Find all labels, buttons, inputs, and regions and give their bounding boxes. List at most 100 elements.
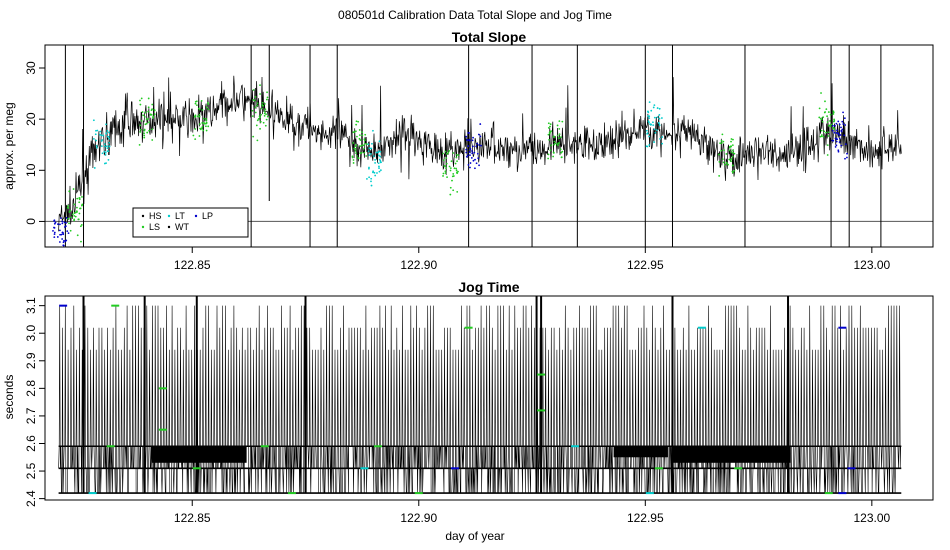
slope-point — [467, 131, 470, 134]
slope-point — [103, 143, 106, 146]
slope-point — [145, 118, 148, 121]
slope-point — [478, 164, 480, 167]
slope-point — [557, 137, 560, 140]
slope-point — [830, 123, 833, 126]
slope-point — [99, 130, 102, 133]
slope-point — [251, 109, 254, 112]
slope-point — [74, 215, 77, 218]
slope-point — [655, 129, 658, 131]
slope-point — [730, 160, 732, 163]
slope-point — [653, 116, 656, 119]
slope-point — [547, 126, 550, 129]
slope-point — [372, 129, 374, 132]
slope-point — [449, 169, 452, 172]
slope-point — [108, 137, 111, 140]
slope-point — [718, 153, 720, 156]
slope-point — [442, 152, 444, 155]
slope-point — [646, 145, 649, 148]
jog-time-title: Jog Time — [458, 279, 519, 295]
slope-point — [151, 103, 154, 106]
slope-point — [465, 135, 468, 138]
slope-point — [732, 138, 734, 141]
slope-point — [456, 153, 458, 156]
slope-point — [259, 84, 261, 87]
slope-point — [205, 117, 207, 120]
slope-point — [652, 106, 655, 109]
slope-point — [552, 152, 555, 154]
slope-point — [560, 156, 563, 159]
slope-point — [658, 124, 661, 127]
slope-point — [840, 144, 843, 147]
slope-point — [451, 179, 453, 182]
slope-point — [207, 103, 210, 106]
slope-point — [648, 144, 651, 146]
slope-point — [194, 128, 197, 130]
legend-label: LS — [149, 222, 160, 232]
slope-point — [80, 224, 83, 226]
slope-point — [470, 157, 473, 159]
slope-point — [838, 141, 841, 144]
slope-point — [103, 150, 106, 153]
slope-point — [106, 147, 109, 150]
legend-box — [132, 207, 249, 238]
slope-point — [352, 131, 355, 134]
slope-point — [79, 225, 82, 228]
slope-point — [205, 125, 207, 128]
slope-point — [723, 149, 725, 152]
slope-point — [361, 134, 364, 137]
slope-point — [450, 160, 453, 163]
slope-point — [378, 154, 380, 157]
slope-point — [480, 144, 482, 147]
slope-point — [195, 104, 198, 106]
slope-point — [374, 162, 376, 164]
slope-point — [556, 143, 559, 146]
slope-point — [721, 133, 724, 136]
slope-point — [379, 169, 382, 172]
slope-point — [367, 143, 370, 146]
slope-point — [207, 125, 210, 128]
slope-point — [356, 135, 358, 138]
slope-point — [719, 142, 722, 145]
slope-point — [365, 155, 368, 157]
slope-point — [76, 206, 78, 209]
legend-label: HS — [149, 211, 162, 221]
slope-point — [838, 134, 841, 136]
slope-point — [151, 128, 154, 131]
slope-point — [835, 122, 838, 125]
slope-xtick-label: 122.85 — [174, 258, 211, 272]
slope-point — [72, 188, 75, 190]
jog-dense-block — [613, 446, 668, 458]
slope-point — [79, 207, 81, 210]
total-slope-line — [58, 75, 902, 232]
slope-point — [68, 222, 70, 225]
slope-point — [266, 96, 269, 99]
slope-point — [359, 139, 362, 141]
slope-point — [144, 111, 147, 114]
slope-point — [456, 160, 458, 163]
slope-point — [547, 157, 550, 160]
legend-marker — [167, 225, 171, 229]
slope-point — [201, 109, 204, 111]
jog-time-line — [58, 305, 902, 494]
slope-point — [456, 190, 459, 193]
slope-point — [104, 145, 106, 148]
slope-point — [261, 103, 264, 106]
slope-point — [198, 113, 201, 116]
legend-label: WT — [175, 222, 189, 232]
slope-point — [362, 144, 365, 147]
slope-point — [718, 175, 721, 177]
slope-point — [266, 115, 269, 118]
total-slope-series — [45, 45, 933, 247]
slope-point — [455, 169, 458, 172]
slope-point — [645, 129, 648, 132]
slope-point — [731, 164, 734, 167]
slope-point — [656, 107, 659, 109]
slope-point — [467, 145, 470, 147]
slope-point — [94, 133, 97, 136]
slope-point — [722, 161, 725, 164]
slope-point — [661, 136, 664, 138]
slope-point — [444, 165, 446, 168]
slope-point — [207, 108, 210, 111]
slope-point — [194, 115, 197, 118]
slope-point — [194, 114, 197, 117]
